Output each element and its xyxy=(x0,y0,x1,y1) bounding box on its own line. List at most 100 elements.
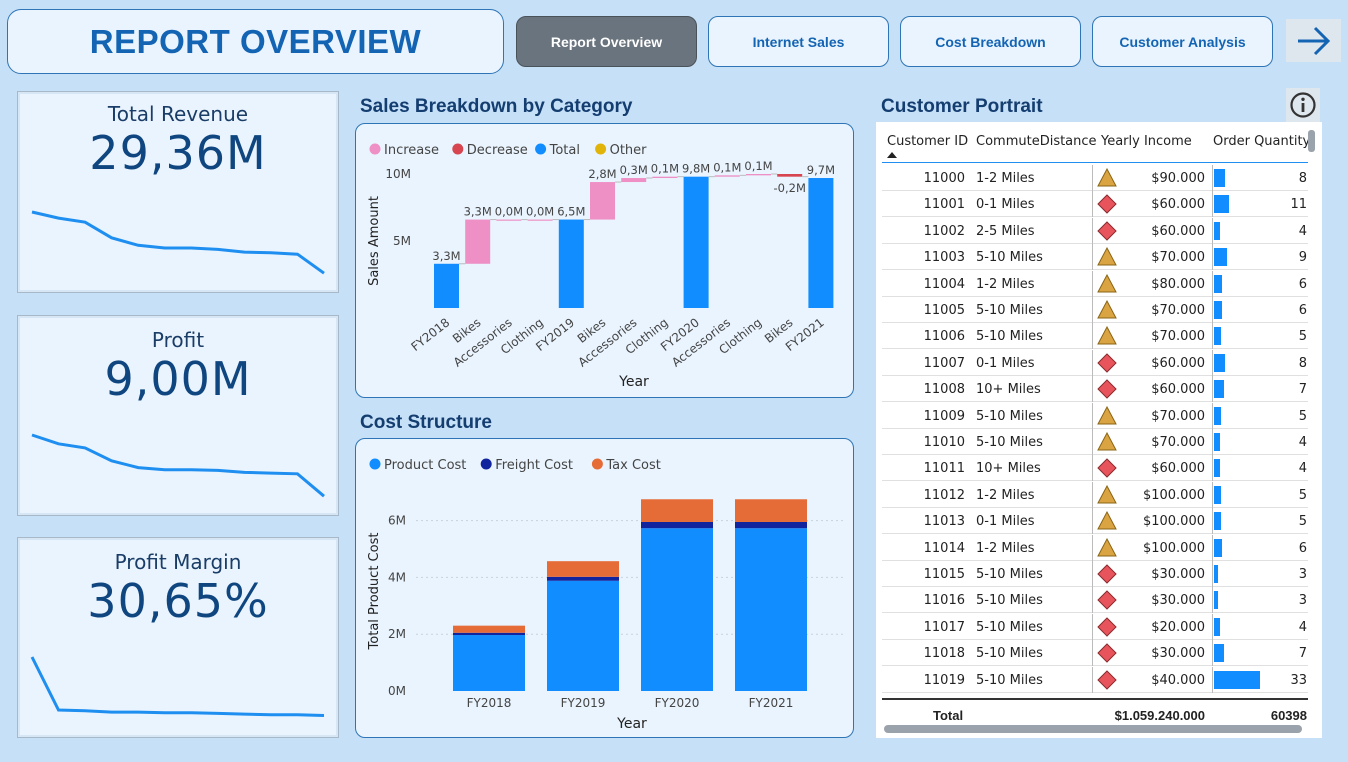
cell-divider xyxy=(1212,244,1213,271)
table-row[interactable]: 11019 5-10 Miles $40.000 33 xyxy=(882,666,1308,693)
horizontal-scrollbar[interactable] xyxy=(884,725,1302,733)
table-row[interactable]: 11016 5-10 Miles $30.000 3 xyxy=(882,587,1308,614)
order-quantity-databar xyxy=(1214,459,1220,478)
cell-divider xyxy=(1212,349,1213,376)
commute-distance-cell: 1-2 Miles xyxy=(976,487,1035,503)
table-row[interactable]: 11005 5-10 Miles $70.000 6 xyxy=(882,297,1308,323)
warning-triangle-icon xyxy=(1097,273,1117,293)
cell-divider xyxy=(1092,508,1093,535)
kpi-value: 30,65% xyxy=(87,574,269,628)
triangle-shape xyxy=(1097,405,1117,425)
order-quantity-databar xyxy=(1214,380,1224,399)
customer-id-cell: 11005 xyxy=(923,303,965,318)
table-row[interactable]: 11000 1-2 Miles $90.000 8 xyxy=(882,165,1308,191)
legend-label: Other xyxy=(610,143,648,158)
column-header-order-quantity[interactable]: Order Quantity xyxy=(1213,134,1311,149)
x-axis-label: Year xyxy=(618,374,649,390)
yearly-income-cell: $30.000 xyxy=(1151,593,1205,609)
triangle-shape xyxy=(1097,273,1117,293)
data-label: -0,2M xyxy=(774,181,806,195)
order-quantity-databar xyxy=(1214,406,1221,425)
waterfall-chart-svg: Increase Decrease Total Other 5M 10M Sales Amo… xyxy=(367,143,835,390)
nav-internet-sales-button[interactable]: Internet Sales xyxy=(708,16,889,67)
customer-id-cell: 11018 xyxy=(923,646,965,662)
order-quantity-databar xyxy=(1214,565,1219,583)
commute-distance-cell: 0-1 Miles xyxy=(976,197,1035,213)
yearly-income-cell: $20.000 xyxy=(1151,619,1205,635)
table-row[interactable]: 11009 5-10 Miles $70.000 5 xyxy=(882,402,1308,429)
table-row[interactable]: 11010 5-10 Miles $70.000 4 xyxy=(882,429,1308,455)
table-row[interactable]: 11006 5-10 Miles $70.000 5 xyxy=(882,323,1308,350)
cell-divider xyxy=(1212,481,1213,508)
waterfall-bar xyxy=(465,219,491,264)
table-row[interactable]: 11001 0-1 Miles $60.000 11 xyxy=(882,191,1308,218)
sales-breakdown-title: Sales Breakdown by Category xyxy=(360,96,633,117)
customer-id-cell: 11010 xyxy=(923,435,965,450)
legend-marker xyxy=(480,458,492,470)
x-tick-label: FY2021 xyxy=(749,696,794,710)
nav-cost-breakdown-button[interactable]: Cost Breakdown xyxy=(900,16,1081,67)
cell-divider xyxy=(1212,561,1213,587)
yearly-income-cell: $60.000 xyxy=(1151,223,1205,239)
column-header-yearly-income[interactable]: Yearly Income xyxy=(1101,134,1192,149)
commute-distance-cell: 5-10 Miles xyxy=(976,672,1043,688)
kpi-trend-sparkline xyxy=(31,433,325,498)
next-page-button[interactable] xyxy=(1286,19,1341,62)
y-axis-label: Sales Amount xyxy=(367,196,382,286)
yearly-income-cell: $90.000 xyxy=(1151,171,1205,186)
total-label: Total xyxy=(933,708,964,723)
order-quantity-cell: 8 xyxy=(1298,171,1307,186)
table-row[interactable]: 11015 5-10 Miles $30.000 3 xyxy=(882,561,1308,587)
table-row[interactable]: 11007 0-1 Miles $60.000 8 xyxy=(882,349,1308,376)
order-quantity-databar xyxy=(1214,591,1219,610)
table-row[interactable]: 11011 10+ Miles $60.000 4 xyxy=(882,455,1308,482)
order-quantity-cell: 5 xyxy=(1298,514,1307,530)
yearly-income-cell: $60.000 xyxy=(1151,197,1205,213)
table-row[interactable]: 11003 5-10 Miles $70.000 9 xyxy=(882,244,1308,271)
order-quantity-cell: 9 xyxy=(1298,250,1307,266)
yearly-income-cell: $70.000 xyxy=(1151,408,1205,424)
yearly-income-cell: $100.000 xyxy=(1142,514,1205,530)
yearly-income-cell: $60.000 xyxy=(1151,382,1205,398)
table-row[interactable]: 11014 1-2 Miles $100.000 6 xyxy=(882,534,1308,561)
nav-customer-analysis-button[interactable]: Customer Analysis xyxy=(1092,16,1273,67)
info-button[interactable] xyxy=(1286,88,1320,122)
stacked-bar-segment xyxy=(453,635,525,691)
kpi-value: 29,36M xyxy=(89,126,267,180)
warning-triangle-icon xyxy=(1097,405,1117,425)
order-quantity-databar xyxy=(1214,670,1260,689)
table-row[interactable]: 11013 0-1 Miles $100.000 5 xyxy=(882,508,1308,535)
cell-divider xyxy=(1212,613,1213,640)
yearly-income-cell: $30.000 xyxy=(1151,567,1205,582)
vertical-scrollbar[interactable] xyxy=(1308,130,1315,152)
order-quantity-databar xyxy=(1214,327,1221,346)
table-row[interactable]: 11008 10+ Miles $60.000 7 xyxy=(882,376,1308,403)
stacked-bar-segment xyxy=(453,632,525,636)
cell-divider xyxy=(1092,244,1093,271)
order-quantity-databar xyxy=(1214,617,1220,636)
table-row[interactable]: 11017 5-10 Miles $20.000 4 xyxy=(882,613,1308,640)
x-tick-label: FY2018 xyxy=(408,315,452,354)
cell-divider xyxy=(1092,534,1093,561)
column-header-customer-id[interactable]: Customer ID xyxy=(887,134,969,149)
order-quantity-databar xyxy=(1214,221,1220,240)
waterfall-bar xyxy=(558,219,584,308)
cell-divider xyxy=(1212,429,1213,455)
table-row[interactable]: 11018 5-10 Miles $30.000 7 xyxy=(882,640,1308,667)
total-order-quantity: 60398 xyxy=(1270,708,1307,723)
nav-report-overview-button[interactable]: Report Overview xyxy=(516,16,697,67)
customer-id-cell: 11017 xyxy=(923,619,965,635)
data-label: 0,0M xyxy=(495,205,523,219)
table-row[interactable]: 11012 1-2 Miles $100.000 5 xyxy=(882,481,1308,508)
customer-id-cell: 11003 xyxy=(923,250,965,266)
alert-diamond-icon xyxy=(1097,458,1117,479)
x-tick-label: FY2020 xyxy=(655,696,700,710)
yearly-income-cell: $100.000 xyxy=(1142,487,1205,503)
table-row[interactable]: 11004 1-2 Miles $80.000 6 xyxy=(882,270,1308,297)
commute-distance-cell: 5-10 Miles xyxy=(976,567,1043,582)
table-row[interactable]: 11002 2-5 Miles $60.000 4 xyxy=(882,217,1308,244)
commute-distance-cell: 0-1 Miles xyxy=(976,355,1035,371)
customer-id-cell: 11015 xyxy=(923,567,965,582)
header-divider xyxy=(882,162,1308,163)
column-header-commute-distance[interactable]: CommuteDistance xyxy=(976,134,1097,149)
